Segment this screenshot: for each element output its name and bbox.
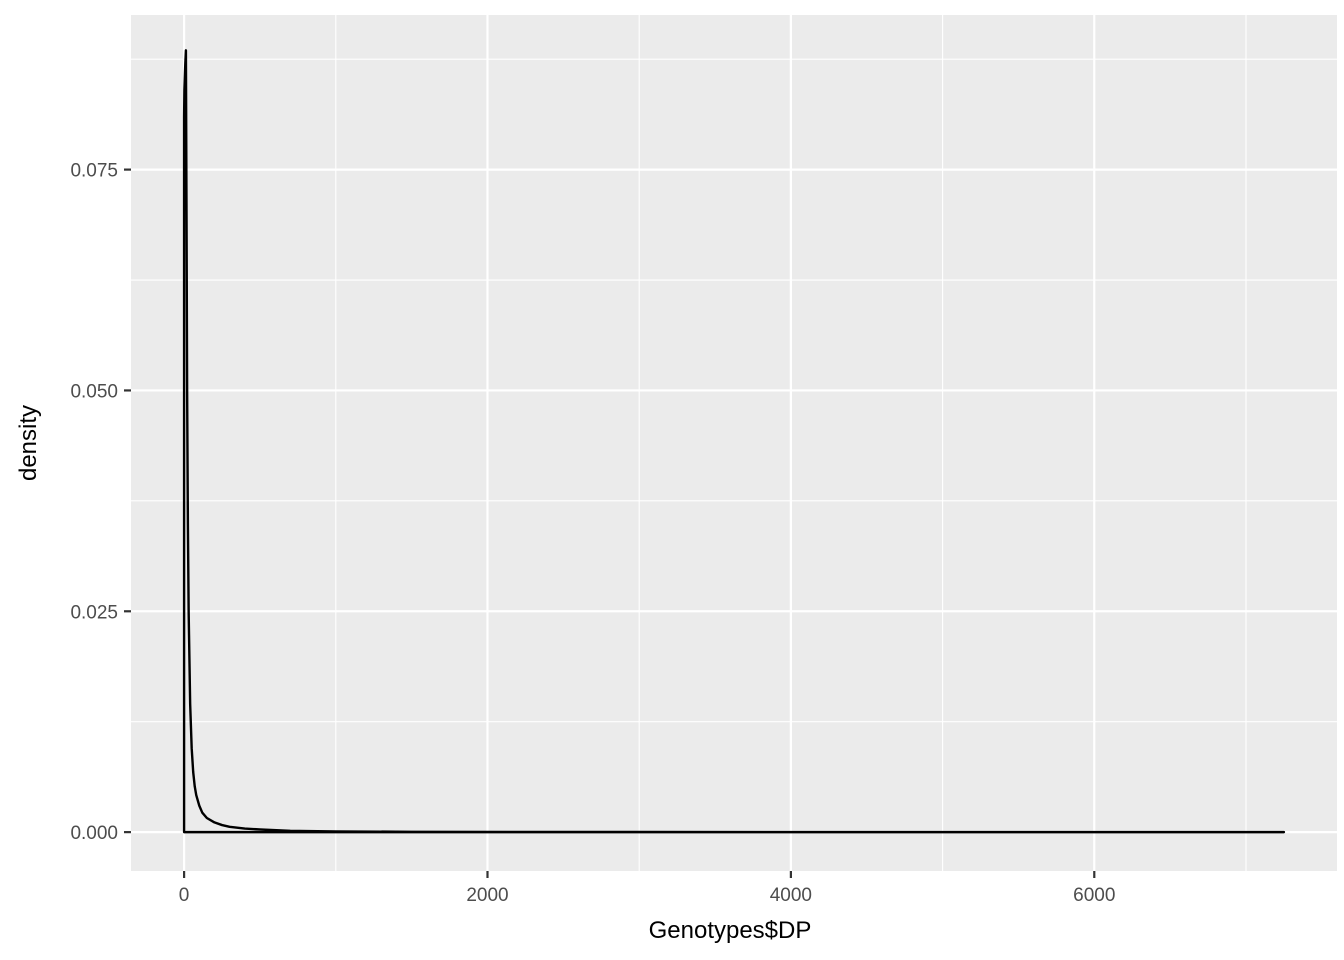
x-tick-label: 2000 [466, 885, 508, 906]
x-tick-label: 6000 [1073, 885, 1115, 906]
axis-ticks [124, 168, 1096, 878]
x-tick-label: 0 [179, 885, 190, 906]
x-tick-labels: 0 2000 4000 6000 [179, 885, 1116, 906]
x-tick-label: 4000 [770, 885, 812, 906]
y-tick-label: 0.075 [70, 161, 118, 182]
x-axis-title: Genotypes$DP [649, 917, 812, 944]
panel-background [131, 15, 1337, 871]
minor-gridlines [131, 15, 1337, 871]
y-tick-label: 0.000 [70, 823, 118, 844]
y-tick-label: 0.025 [70, 602, 118, 623]
y-axis-title: density [15, 405, 42, 481]
y-tick-labels: 0.000 0.025 0.050 0.075 [70, 161, 118, 845]
series-layer [182, 49, 1286, 834]
y-tick-label: 0.050 [70, 381, 118, 402]
density-curve [182, 49, 1286, 834]
